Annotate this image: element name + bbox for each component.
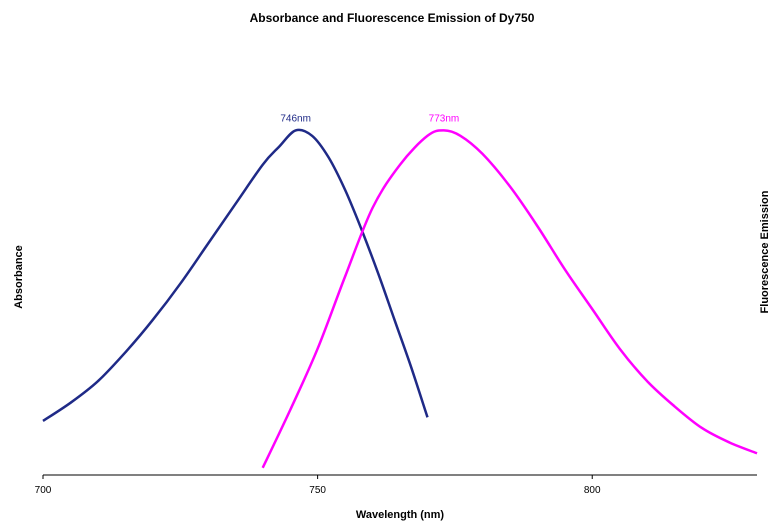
x-tick-label: 800 xyxy=(584,485,601,496)
series-line-1 xyxy=(261,129,758,469)
y-axis-label-right: Fluorescence Emission xyxy=(759,190,771,313)
peak-label-1: 773nm xyxy=(429,113,460,124)
series-layer: 746nm 773nm xyxy=(42,113,758,469)
y-axis-label-left: Absorbance xyxy=(13,245,25,309)
series-line-0 xyxy=(42,128,429,422)
peak-label-0: 746nm xyxy=(280,113,311,124)
chart-title: Absorbance and Fluorescence Emission of … xyxy=(250,11,535,25)
x-tick-label: 750 xyxy=(309,485,326,496)
x-ticks: 700 750 800 xyxy=(35,475,601,496)
x-axis-label: Wavelength (nm) xyxy=(356,509,445,521)
x-tick-label: 700 xyxy=(35,485,52,496)
